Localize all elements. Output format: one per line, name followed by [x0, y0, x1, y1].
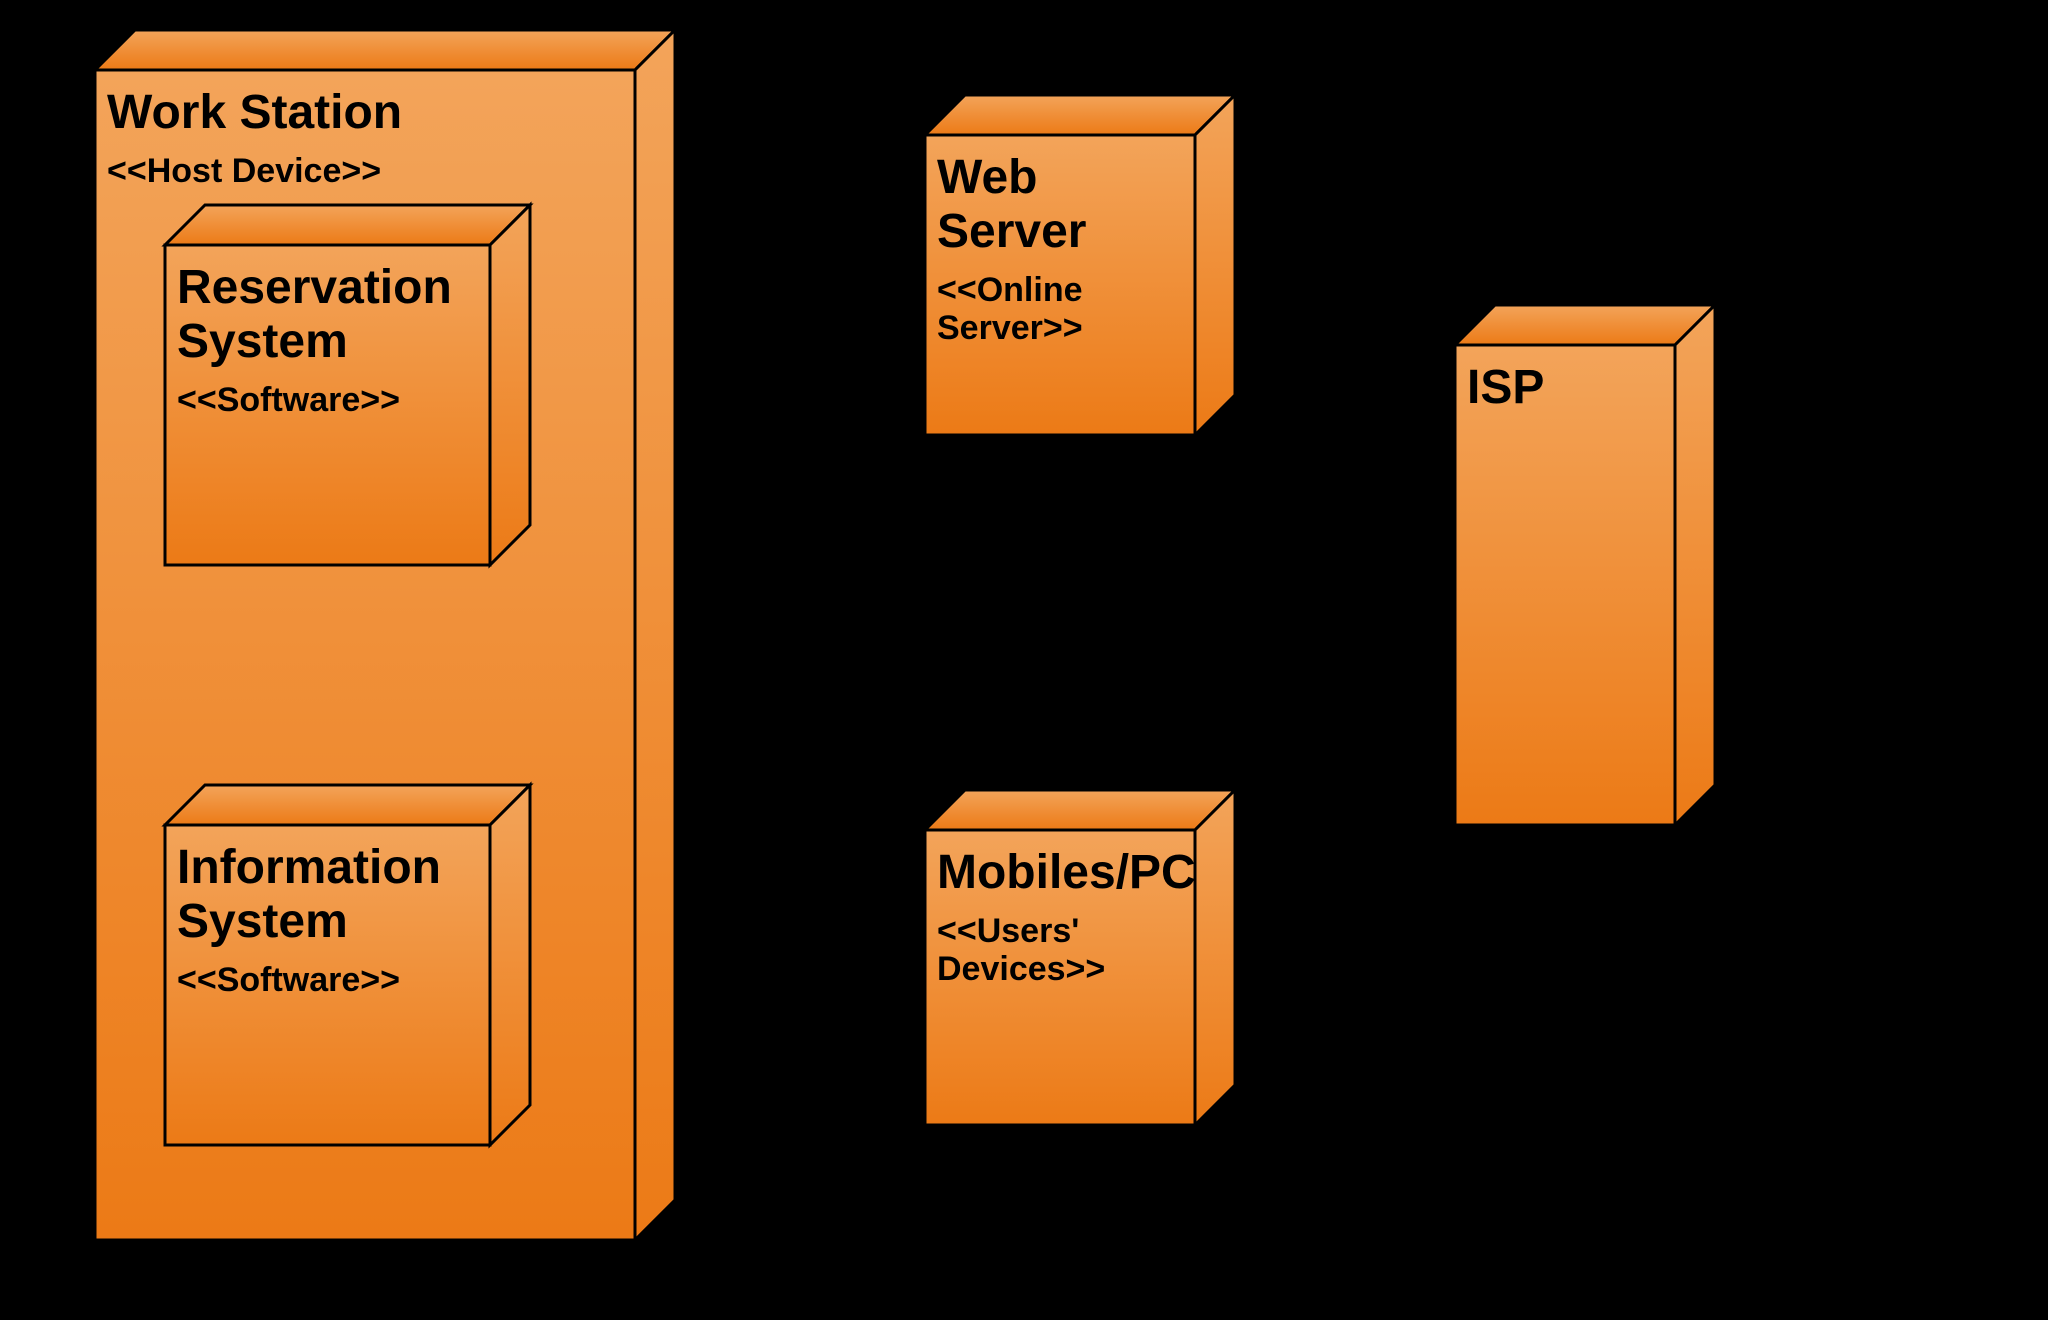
node-reservation-stereotype: <<Software>>	[177, 381, 400, 419]
node-information-stereotype: <<Software>>	[177, 961, 400, 999]
node-mobiles: Mobiles/PC <<Users'Devices>>	[925, 790, 1235, 1125]
node-webserver-title: Server	[937, 205, 1086, 258]
node-mobiles-stereotype: Devices>>	[937, 950, 1105, 988]
node-information-title: System	[177, 895, 348, 948]
node-reservation: ReservationSystem <<Software>>	[165, 205, 530, 565]
node-workstation-stereotype: <<Host Device>>	[107, 152, 381, 190]
node-webserver-stereotype: <<Online	[937, 271, 1083, 309]
deployment-diagram: Work Station<<Host Device>>ReservationSy…	[0, 0, 2048, 1320]
node-information: InformationSystem <<Software>>	[165, 785, 530, 1145]
node-reservation-title: Reservation	[177, 261, 452, 314]
node-webserver: WebServer <<OnlineServer>>	[925, 95, 1235, 435]
node-isp: ISP	[1455, 305, 1715, 825]
node-mobiles-title: Mobiles/PC	[937, 846, 1196, 899]
node-reservation-title: System	[177, 315, 348, 368]
node-webserver-stereotype: Server>>	[937, 309, 1083, 347]
node-isp-title: ISP	[1467, 361, 1544, 414]
node-mobiles-stereotype: <<Users'	[937, 912, 1079, 950]
node-information-title: Information	[177, 841, 441, 894]
node-workstation-title: Work Station	[107, 86, 402, 139]
node-webserver-title: Web	[937, 151, 1037, 204]
